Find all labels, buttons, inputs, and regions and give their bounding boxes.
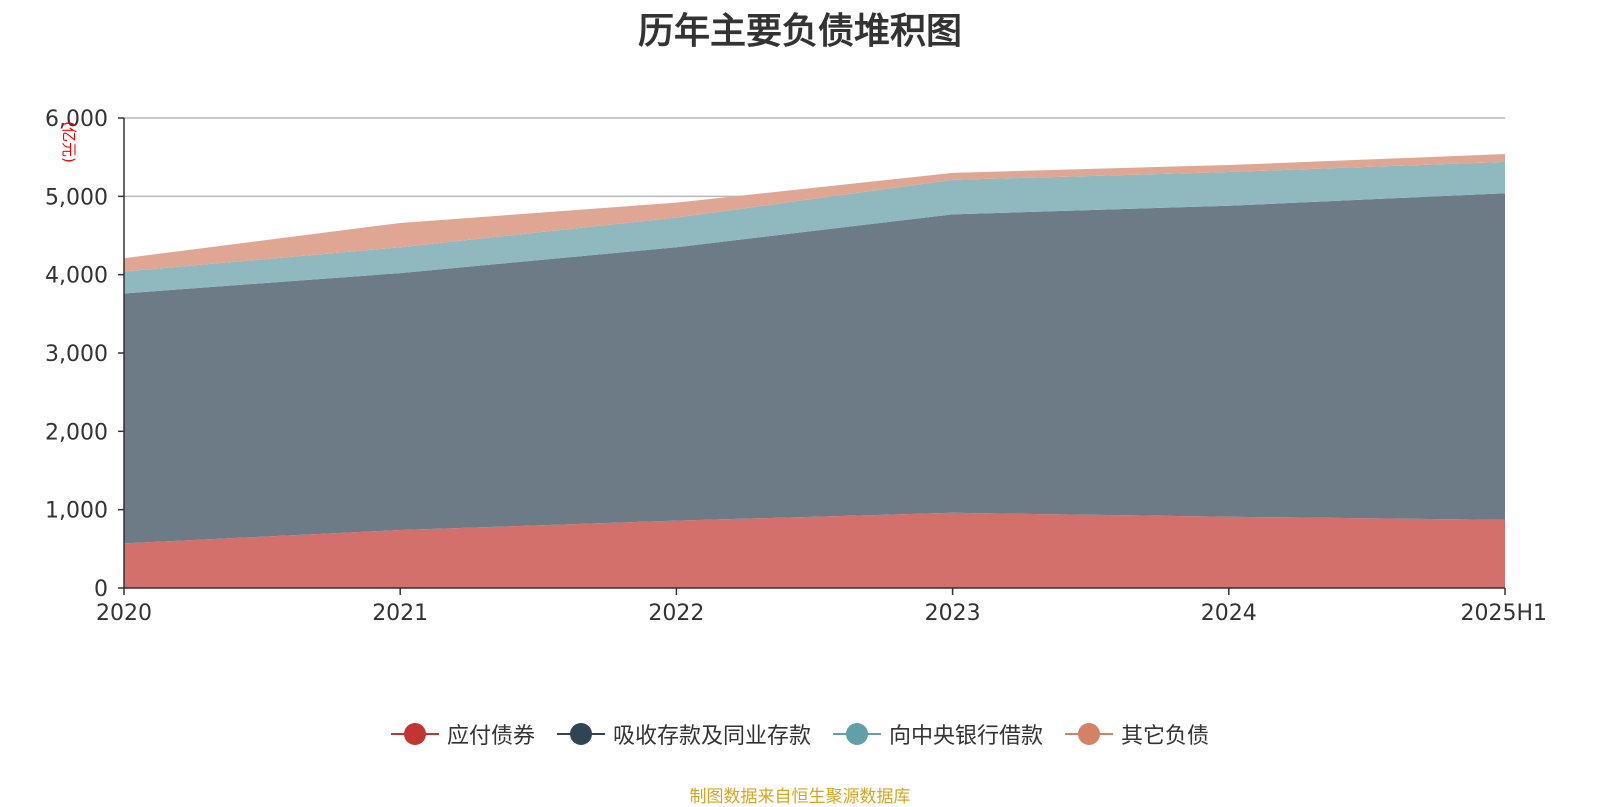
chart-title: 历年主要负债堆积图 [637, 11, 962, 52]
y-tick-labels: 0 1,000 2,000 3,000 4,000 5,000 6,000 [45, 107, 124, 602]
y-tick-label: 4,000 [45, 264, 108, 289]
x-tick-label: 2022 [648, 601, 704, 626]
x-tick-label: 2023 [925, 601, 981, 626]
y-tick-label: 3,000 [45, 342, 108, 367]
legend: 应付债券 吸收存款及同业存款 向中央银行借款 其它负债 [0, 718, 1600, 750]
legend-label: 应付债券 [446, 724, 535, 749]
area-series-4[interactable] [124, 154, 1505, 272]
stacked-area-chart: 0 1,000 2,000 3,000 4,000 5,000 6,000 2020 2021… [45, 107, 1547, 626]
y-tick-label: 2,000 [45, 420, 108, 445]
area-series-2[interactable] [124, 193, 1505, 544]
legend-item-2[interactable]: 吸收存款及同业存款 [556, 718, 811, 750]
y-tick-label: 1,000 [45, 499, 108, 524]
legend-item-4[interactable]: 其它负债 [1065, 718, 1209, 750]
legend-marker-icon [1065, 722, 1114, 746]
legend-label: 吸收存款及同业存款 [612, 724, 811, 749]
legend-label: 其它负债 [1121, 724, 1210, 749]
legend-marker-icon [556, 722, 605, 746]
y-tick-label: 5,000 [45, 185, 108, 210]
area-series-1[interactable] [124, 512, 1505, 588]
x-tick-label: 2020 [96, 601, 152, 626]
legend-item-3[interactable]: 向中央银行借款 [833, 718, 1043, 750]
y-tick-label: 6,000 [45, 107, 108, 132]
legend-label: 向中央银行借款 [889, 724, 1044, 749]
y-tick-label: 0 [94, 577, 108, 602]
x-tick-label: 2021 [372, 601, 428, 626]
x-tick-labels: 2020 2021 2022 2023 2024 2025H1 [96, 588, 1547, 626]
legend-marker-icon [833, 722, 881, 746]
legend-item-1[interactable]: 应付债券 [390, 718, 535, 750]
x-tick-label: 2024 [1201, 601, 1257, 626]
area-series-3[interactable] [124, 161, 1505, 294]
y-axis-label: (亿元) [60, 121, 78, 163]
x-tick-label: 2025H1 [1460, 601, 1547, 626]
area-series [124, 154, 1505, 588]
data-source-note: 制图数据来自恒生聚源数据库 [689, 787, 911, 807]
legend-marker-icon [390, 722, 439, 746]
